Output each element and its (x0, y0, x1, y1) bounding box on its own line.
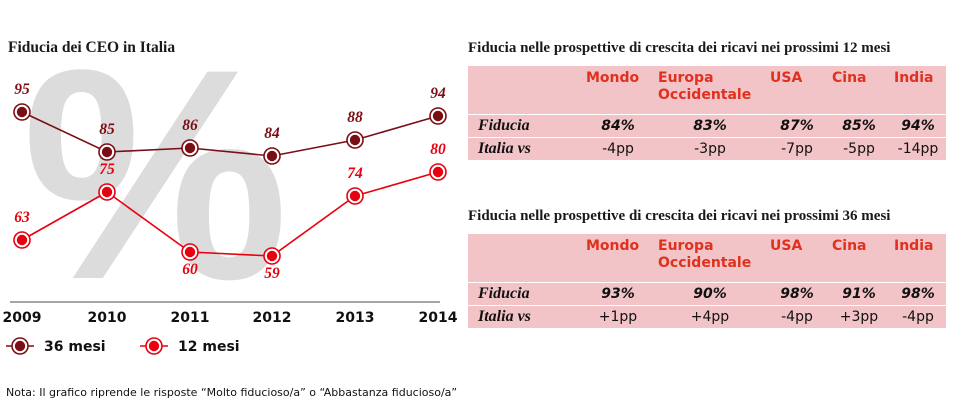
x-tick-label: 2011 (171, 310, 210, 326)
cell-value: 98% (890, 282, 946, 306)
table-36-title: Fiducia nelle prospettive di crescita de… (468, 208, 891, 224)
x-tick-label: 2014 (419, 310, 458, 326)
cell-value: 93% (582, 282, 654, 306)
table-row-italia-vs: Italia vs -4pp -3pp -7pp -5pp -14pp (468, 137, 946, 160)
data-point (16, 106, 28, 118)
data-label: 74 (347, 165, 363, 182)
header-blank (468, 66, 582, 115)
table-36-mesi: Fiducia nelle prospettive di crescita de… (468, 206, 946, 328)
data-point (16, 234, 28, 246)
table-12-header-row: Mondo Europa Occidentale USA Cina India (468, 66, 946, 115)
data-label: 94 (430, 85, 446, 102)
data-point (101, 146, 113, 158)
cell-value: +4pp (654, 305, 766, 328)
table-12-title: Fiducia nelle prospettive di crescita de… (468, 40, 891, 56)
data-label: 84 (264, 125, 280, 142)
cell-value: -3pp (654, 137, 766, 160)
chart-title: Fiducia dei CEO in Italia (8, 39, 175, 56)
data-point (432, 110, 444, 122)
cell-value: 91% (828, 282, 890, 306)
legend-marker (14, 340, 26, 352)
table-row-fiducia: Fiducia 93% 90% 98% 91% 98% (468, 282, 946, 306)
top-band (0, 0, 964, 26)
data-label: 88 (347, 109, 363, 126)
header-india: India (894, 238, 934, 254)
x-tick-label: 2010 (88, 310, 127, 326)
legend-label: 12 mesi (178, 339, 240, 355)
cell-value: 94% (890, 114, 946, 138)
header-mondo: Mondo (586, 238, 640, 254)
cell-value: 90% (654, 282, 766, 306)
percent-watermark: % (22, 28, 289, 342)
data-label: 86 (182, 117, 198, 134)
header-europa-occidentale: Europa Occidentale (658, 70, 752, 103)
data-point (101, 186, 113, 198)
cell-value: +1pp (582, 305, 654, 328)
table-12-grid: Mondo Europa Occidentale USA Cina India … (468, 66, 946, 160)
table-36-header-row: Mondo Europa Occidentale USA Cina India (468, 234, 946, 283)
cell-value: 84% (582, 114, 654, 138)
legend-item-12-mesi: 12 mesi (140, 337, 240, 355)
cell-value: -5pp (828, 137, 890, 160)
cell-value: 85% (828, 114, 890, 138)
data-point (432, 166, 444, 178)
table-36-grid: Mondo Europa Occidentale USA Cina India … (468, 234, 946, 328)
data-label: 59 (264, 265, 280, 282)
data-label: 95 (14, 81, 30, 98)
cell-value: -7pp (766, 137, 828, 160)
legend-marker (148, 340, 160, 352)
series-line-36-mesi (21, 111, 439, 157)
header-blank (468, 234, 582, 283)
cell-value: -4pp (582, 137, 654, 160)
x-tick-label: 2009 (3, 310, 42, 326)
data-point (349, 134, 361, 146)
cell-value: -14pp (890, 137, 946, 160)
data-label: 63 (14, 209, 30, 226)
header-cina: Cina (832, 238, 867, 254)
series-line-12-mesi (21, 171, 439, 257)
header-usa: USA (770, 238, 803, 254)
header-europa-occidentale: Europa Occidentale (658, 238, 752, 271)
cell-value: +3pp (828, 305, 890, 328)
data-point (184, 142, 196, 154)
row-label-italia-vs: Italia vs (468, 305, 582, 328)
data-point (349, 190, 361, 202)
legend-item-36-mesi: 36 mesi (6, 337, 106, 355)
row-label-fiducia: Fiducia (468, 282, 582, 306)
cell-value: 87% (766, 114, 828, 138)
cell-value: -4pp (766, 305, 828, 328)
row-label-fiducia: Fiducia (468, 114, 582, 138)
header-india: India (894, 70, 934, 86)
row-label-italia-vs: Italia vs (468, 137, 582, 160)
table-row-fiducia: Fiducia 84% 83% 87% 85% 94% (468, 114, 946, 138)
table-12-mesi: Fiducia nelle prospettive di crescita de… (468, 38, 946, 160)
data-label: 80 (430, 141, 446, 158)
header-usa: USA (770, 70, 803, 86)
data-point (266, 150, 278, 162)
table-row-italia-vs: Italia vs +1pp +4pp -4pp +3pp -4pp (468, 305, 946, 328)
x-tick-label: 2012 (253, 310, 292, 326)
series-36-mesi: 95 85 86 84 88 94 (13, 81, 447, 165)
data-point (266, 250, 278, 262)
data-label: 85 (99, 121, 115, 138)
x-tick-label: 2013 (336, 310, 375, 326)
data-label: 75 (99, 161, 115, 178)
data-label: 60 (182, 261, 198, 278)
data-point (184, 246, 196, 258)
cell-value: 98% (766, 282, 828, 306)
legend-label: 36 mesi (44, 339, 106, 355)
cell-value: -4pp (890, 305, 946, 328)
header-mondo: Mondo (586, 70, 640, 86)
header-cina: Cina (832, 70, 867, 86)
cell-value: 83% (654, 114, 766, 138)
line-chart: % Fiducia dei CEO in Italia 95 85 86 84 88 94… (3, 28, 458, 355)
footnote: Nota: Il grafico riprende le risposte “M… (6, 386, 458, 399)
series-12-mesi: 63 75 60 59 74 80 (13, 141, 447, 282)
